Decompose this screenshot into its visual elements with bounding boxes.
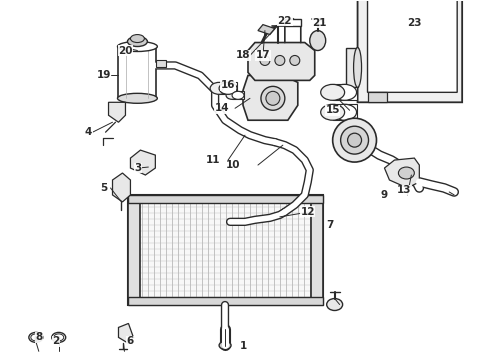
Ellipse shape: [127, 37, 147, 46]
Bar: [128, 195, 141, 305]
Polygon shape: [243, 75, 298, 120]
Polygon shape: [248, 42, 315, 80]
Polygon shape: [119, 323, 133, 343]
Text: 16: 16: [221, 80, 235, 90]
Polygon shape: [368, 0, 457, 92]
Ellipse shape: [333, 84, 357, 100]
Ellipse shape: [29, 332, 43, 342]
Bar: [345, 48, 358, 87]
Text: 15: 15: [325, 105, 340, 115]
Bar: [119, 46, 156, 98]
Ellipse shape: [310, 31, 326, 50]
Circle shape: [333, 118, 376, 162]
Ellipse shape: [333, 104, 357, 120]
Circle shape: [275, 55, 285, 66]
Ellipse shape: [31, 334, 41, 341]
Ellipse shape: [226, 91, 238, 99]
Bar: [333, 104, 357, 120]
Ellipse shape: [398, 167, 415, 179]
Circle shape: [290, 55, 300, 66]
Text: 4: 4: [85, 127, 92, 137]
Bar: [368, 92, 388, 102]
Text: 5: 5: [100, 183, 107, 193]
Text: 8: 8: [35, 332, 43, 342]
Polygon shape: [385, 158, 419, 188]
Bar: [128, 195, 323, 203]
Bar: [128, 297, 323, 305]
Text: 7: 7: [326, 220, 333, 230]
Bar: [232, 91, 244, 99]
Ellipse shape: [118, 41, 157, 51]
Ellipse shape: [321, 104, 344, 120]
Ellipse shape: [219, 341, 231, 349]
Text: 6: 6: [127, 336, 134, 346]
Ellipse shape: [354, 48, 362, 87]
Ellipse shape: [210, 82, 228, 94]
Polygon shape: [285, 19, 301, 26]
Ellipse shape: [321, 84, 344, 100]
Circle shape: [341, 126, 368, 154]
Text: 11: 11: [206, 155, 220, 165]
Text: 2: 2: [52, 336, 59, 346]
Ellipse shape: [118, 93, 157, 103]
Text: 21: 21: [313, 18, 327, 28]
Polygon shape: [258, 24, 275, 35]
Polygon shape: [130, 150, 155, 175]
Bar: [219, 82, 237, 94]
Text: 13: 13: [397, 185, 412, 195]
Text: 22: 22: [278, 15, 292, 26]
Text: 1: 1: [240, 341, 246, 351]
Ellipse shape: [327, 298, 343, 310]
Ellipse shape: [54, 334, 64, 341]
Text: 9: 9: [381, 190, 388, 200]
Polygon shape: [358, 0, 462, 102]
Bar: [128, 195, 323, 305]
Text: 12: 12: [300, 207, 315, 217]
Text: 14: 14: [215, 103, 229, 113]
Ellipse shape: [52, 332, 66, 342]
Ellipse shape: [219, 82, 237, 94]
Polygon shape: [113, 173, 130, 202]
Text: 3: 3: [135, 163, 142, 173]
Ellipse shape: [130, 35, 145, 42]
Text: 10: 10: [226, 160, 240, 170]
Text: 19: 19: [97, 71, 111, 80]
Text: 18: 18: [236, 50, 250, 60]
Ellipse shape: [232, 91, 244, 99]
Circle shape: [347, 133, 362, 147]
Bar: [156, 60, 166, 67]
Text: 17: 17: [256, 50, 270, 60]
Bar: [333, 84, 357, 100]
Text: 20: 20: [118, 45, 133, 55]
Bar: [311, 195, 323, 305]
Circle shape: [260, 55, 270, 66]
Circle shape: [266, 91, 280, 105]
Polygon shape: [108, 102, 125, 122]
Text: 23: 23: [407, 18, 421, 28]
Circle shape: [261, 86, 285, 110]
